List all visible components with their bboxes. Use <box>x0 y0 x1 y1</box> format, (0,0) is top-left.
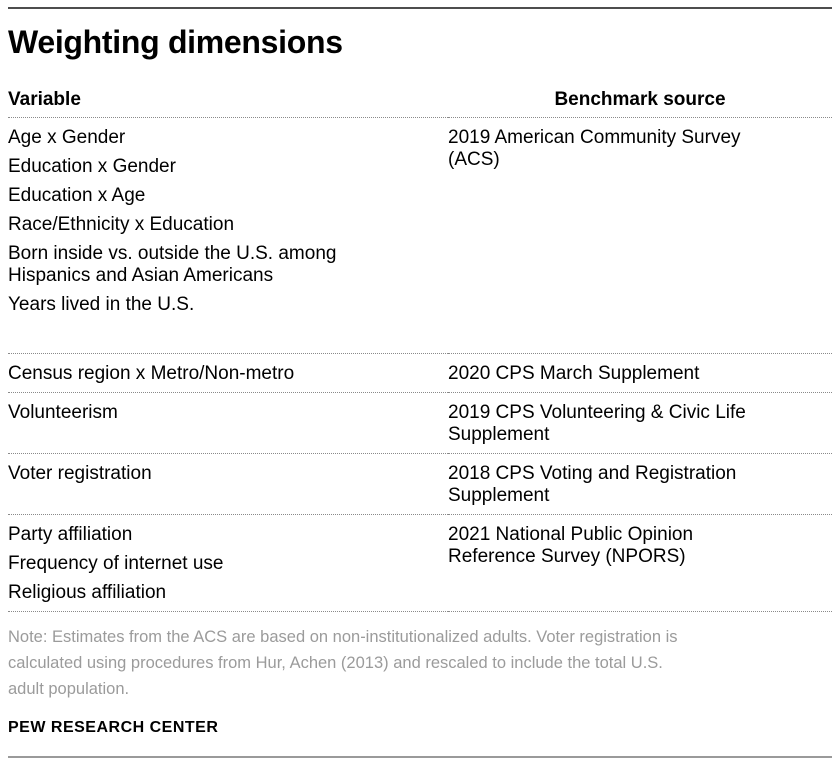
variable-cell: Volunteerism <box>8 392 448 454</box>
variable-item: Race/Ethnicity x Education <box>8 214 235 235</box>
variable-item: Years lived in the U.S. <box>8 294 195 315</box>
variable-cell: Voter registration <box>8 453 448 515</box>
top-rule <box>8 7 832 9</box>
column-header-variable: Variable <box>8 89 448 118</box>
variable-item: Voter registration <box>8 463 152 484</box>
table-row: Party affiliation Frequency of internet … <box>8 514 832 612</box>
benchmark-cell: 2019 American Community Survey (ACS) <box>448 117 832 354</box>
benchmark-cell: 2021 National Public Opinion Reference S… <box>448 514 832 612</box>
table-row: Age x Gender Education x Gender Educatio… <box>8 117 832 354</box>
variable-cell: Age x Gender Education x Gender Educatio… <box>8 117 448 354</box>
source-attribution: PEW RESEARCH CENTER <box>8 719 219 736</box>
benchmark-cell: 2020 CPS March Supplement <box>448 353 832 393</box>
variable-item: Education x Gender <box>8 156 176 177</box>
footnote-line: Note: Estimates from the ACS are based o… <box>8 628 678 646</box>
footnote-line: calculated using procedures from Hur, Ac… <box>8 654 663 672</box>
variable-cell: Party affiliation Frequency of internet … <box>8 514 448 612</box>
variable-item: Frequency of internet use <box>8 553 224 574</box>
page: Weighting dimensions Variable Benchmark … <box>8 7 832 758</box>
weighting-table: Variable Benchmark source Age x Gender E… <box>8 89 832 612</box>
variable-cell: Census region x Metro/Non-metro <box>8 353 448 393</box>
footnote-line: adult population. <box>8 680 130 698</box>
footnote: Note: Estimates from the ACS are based o… <box>8 624 832 702</box>
benchmark-cell: 2018 CPS Voting and Registration Supplem… <box>448 453 832 515</box>
page-title: Weighting dimensions <box>8 24 343 60</box>
variable-item: Volunteerism <box>8 402 118 423</box>
variable-item: Education x Age <box>8 185 146 206</box>
table-header-row: Variable Benchmark source <box>8 89 832 118</box>
bottom-rule <box>8 756 832 758</box>
variable-item: Born inside vs. outside the U.S. among H… <box>8 243 337 286</box>
variable-item: Religious affiliation <box>8 582 167 603</box>
table-row: Voter registration 2018 CPS Voting and R… <box>8 453 832 515</box>
column-header-benchmark-source: Benchmark source <box>448 89 832 118</box>
table-row: Volunteerism 2019 CPS Volunteering & Civ… <box>8 392 832 454</box>
variable-item: Age x Gender <box>8 127 126 148</box>
variable-item: Party affiliation <box>8 524 133 545</box>
benchmark-cell: 2019 CPS Volunteering & Civic Life Suppl… <box>448 392 832 454</box>
table-row: Census region x Metro/Non-metro 2020 CPS… <box>8 353 832 393</box>
variable-item: Census region x Metro/Non-metro <box>8 363 295 384</box>
